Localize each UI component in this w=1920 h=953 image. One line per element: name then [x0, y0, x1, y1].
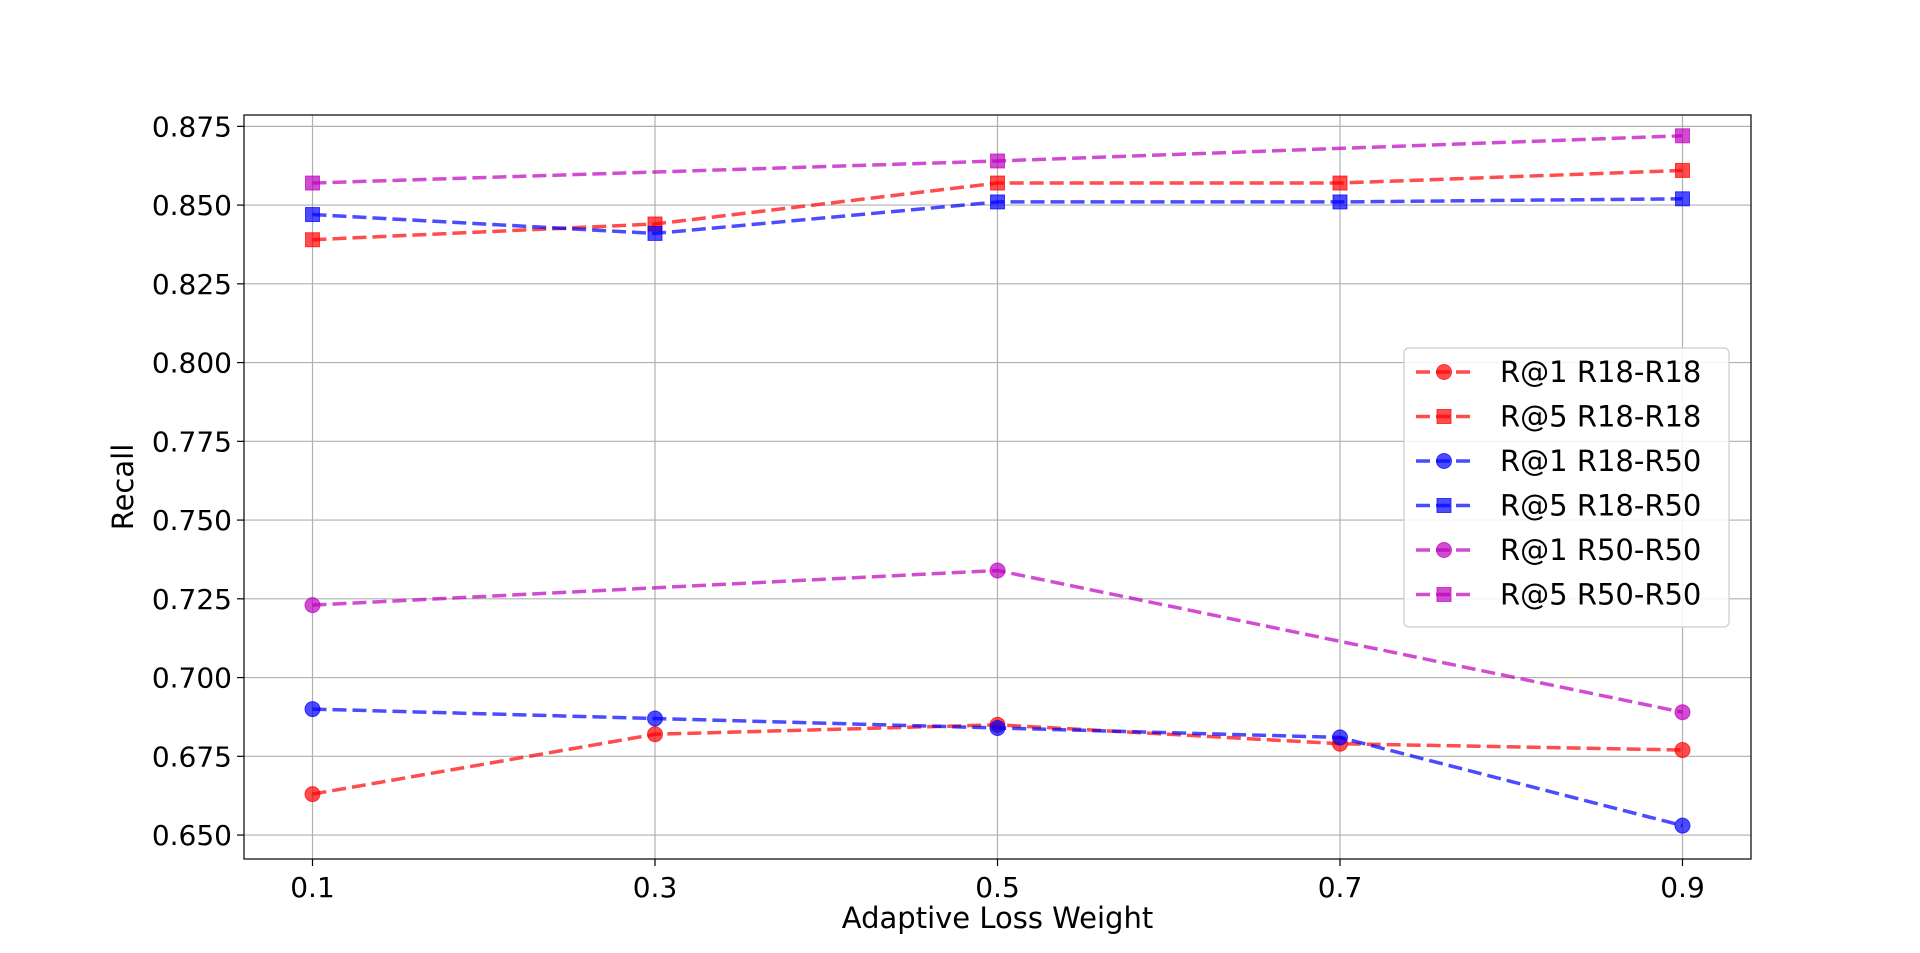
legend-label: R@1 R18-R18	[1500, 355, 1701, 389]
series-r-1-r50-r50	[304, 562, 1691, 721]
y-tick-label: 0.875	[152, 110, 232, 143]
legend-marker	[1436, 364, 1452, 380]
data-point	[647, 726, 663, 743]
legend-label: R@5 R18-R18	[1500, 400, 1701, 434]
legend-marker	[1436, 453, 1452, 469]
data-point	[989, 719, 1006, 736]
y-tick-label: 0.825	[152, 268, 232, 301]
axis-ticks: 0.1 0.3 0.5 0.7 0.9 0.650 0.675 0.700 0.725 0.750…	[152, 110, 1705, 904]
y-tick-label: 0.750	[152, 504, 232, 537]
x-tick-label: 0.9	[1660, 871, 1705, 904]
data-point	[1675, 128, 1690, 144]
data-point	[305, 232, 320, 248]
legend-marker	[1436, 587, 1452, 602]
data-point	[990, 153, 1005, 169]
data-point	[304, 701, 321, 718]
data-point	[989, 562, 1006, 579]
y-tick-label: 0.675	[152, 740, 232, 773]
x-tick-label: 0.5	[975, 871, 1020, 904]
y-tick-label: 0.700	[152, 662, 232, 695]
data-point	[1332, 729, 1348, 746]
legend-marker	[1436, 409, 1452, 424]
series-group	[304, 128, 1691, 834]
x-tick-label: 0.7	[1318, 871, 1363, 904]
y-axis-label: Recall	[106, 444, 140, 531]
data-point	[1675, 191, 1690, 207]
data-point	[990, 175, 1005, 191]
data-point	[647, 710, 663, 727]
data-point	[1675, 162, 1690, 178]
y-tick-label: 0.850	[152, 189, 232, 222]
legend-label: R@5 R18-R50	[1500, 489, 1701, 523]
legend: R@1 R18-R18 R@5 R18-R18 R@1 R18-R50 R@5 R18…	[1403, 347, 1730, 628]
legend-item: R@1 R18-R50	[1416, 444, 1701, 478]
data-point	[990, 194, 1005, 210]
data-point	[647, 225, 663, 241]
x-tick-label: 0.1	[290, 871, 335, 904]
series-r-5-r50-r50	[305, 128, 1690, 191]
data-point	[1674, 817, 1691, 834]
legend-item: R@1 R18-R18	[1416, 355, 1701, 389]
legend-item: R@5 R50-R50	[1416, 578, 1701, 612]
legend-item: R@1 R50-R50	[1416, 533, 1701, 567]
data-point	[305, 175, 320, 191]
legend-item: R@5 R18-R18	[1416, 400, 1701, 434]
data-point	[304, 597, 321, 614]
data-point	[305, 207, 320, 223]
legend-label: R@1 R50-R50	[1500, 533, 1701, 567]
data-point	[1332, 175, 1348, 191]
legend-label: R@1 R18-R50	[1500, 444, 1701, 478]
x-tick-label: 0.3	[633, 871, 678, 904]
y-tick-label: 0.775	[152, 425, 232, 458]
data-point	[304, 786, 321, 803]
data-point	[1332, 194, 1348, 210]
legend-label: R@5 R50-R50	[1500, 578, 1701, 612]
y-tick-label: 0.800	[152, 347, 232, 380]
data-point	[1674, 704, 1691, 721]
legend-box	[1403, 347, 1730, 628]
x-axis-label: Adaptive Loss Weight	[842, 901, 1153, 935]
legend-marker	[1436, 542, 1452, 558]
y-tick-label: 0.725	[152, 583, 232, 616]
legend-marker	[1436, 498, 1452, 513]
series-r-1-r18-r50	[304, 701, 1691, 834]
legend-item: R@5 R18-R50	[1416, 489, 1701, 523]
y-tick-label: 0.650	[152, 819, 232, 852]
data-point	[1674, 742, 1691, 759]
series-r-5-r18-r50	[305, 191, 1690, 241]
